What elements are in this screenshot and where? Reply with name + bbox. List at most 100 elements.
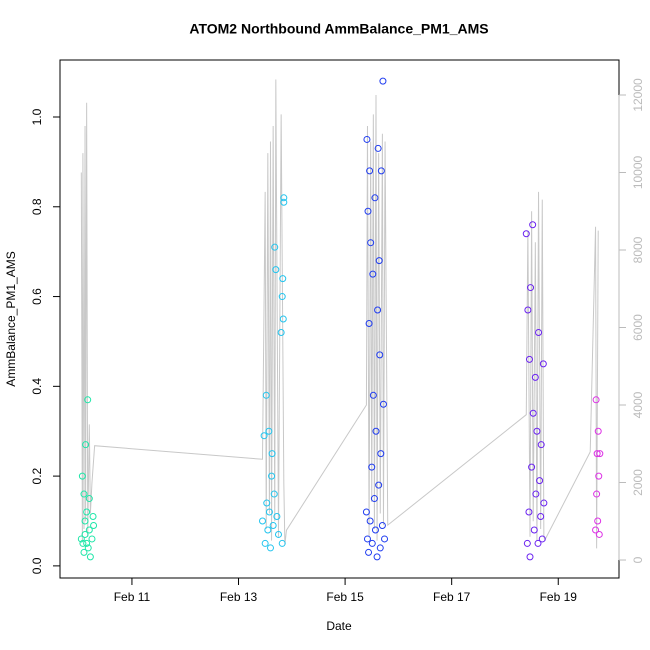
point (258, 517, 266, 525)
point (526, 553, 534, 561)
point (594, 427, 602, 435)
point (264, 526, 272, 534)
point (375, 481, 383, 489)
y-tick-label: 0.8 (30, 198, 44, 215)
point (81, 530, 89, 538)
point (268, 472, 276, 480)
chart-title: ATOM2 Northbound AmmBalance_PM1_AMS (189, 21, 488, 37)
point (366, 167, 374, 175)
y2-tick-label: 8000 (631, 236, 645, 263)
point (368, 463, 376, 471)
point (277, 328, 285, 336)
y-tick-label: 1.0 (30, 108, 44, 125)
point (371, 194, 379, 202)
point (263, 499, 271, 507)
point (272, 266, 280, 274)
point (280, 198, 288, 206)
y2-tick-label: 6000 (631, 314, 645, 341)
x-axis-label: Date (326, 619, 352, 633)
point (364, 207, 372, 215)
x-tick-label: Feb 19 (540, 590, 578, 604)
point (594, 517, 602, 525)
point (540, 499, 548, 507)
point (363, 535, 371, 543)
point (376, 544, 384, 552)
point (532, 490, 540, 498)
point (592, 396, 600, 404)
point (374, 144, 382, 152)
point (81, 517, 89, 525)
point (373, 553, 381, 561)
point (378, 521, 386, 529)
point (592, 526, 600, 534)
point (595, 530, 603, 538)
point (379, 400, 387, 408)
point (83, 539, 91, 547)
point (537, 441, 545, 449)
point (88, 535, 96, 543)
point (375, 257, 383, 265)
x-tick-label: Feb 15 (326, 590, 364, 604)
y-axis-label: AmmBalance_PM1_AMS (4, 251, 18, 386)
point (369, 391, 377, 399)
point (262, 391, 270, 399)
point (260, 432, 268, 440)
x-tick-label: Feb 13 (220, 590, 258, 604)
point (82, 441, 90, 449)
point (363, 135, 371, 143)
x-tick-label: Feb 11 (114, 590, 151, 604)
point (84, 544, 92, 552)
point (596, 450, 604, 458)
point (268, 450, 276, 458)
point (368, 539, 376, 547)
y-tick-label: 0.4 (30, 378, 44, 395)
point (362, 508, 370, 516)
y2-tick-label: 0 (631, 556, 645, 563)
point (523, 539, 531, 547)
point (524, 306, 532, 314)
point (77, 535, 85, 543)
point (530, 526, 538, 534)
point (525, 508, 533, 516)
point (537, 513, 545, 521)
point (533, 427, 541, 435)
point (528, 463, 536, 471)
point (274, 530, 282, 538)
point (265, 427, 273, 435)
point (522, 230, 530, 238)
point (529, 221, 537, 229)
point (280, 194, 288, 202)
y-tick-label: 0.2 (30, 467, 44, 484)
point (270, 490, 278, 498)
point (79, 539, 87, 547)
point (269, 521, 277, 529)
point (376, 351, 384, 359)
point (381, 535, 389, 543)
point (529, 409, 537, 417)
point (370, 495, 378, 503)
x-tick-label: Feb 17 (433, 590, 471, 604)
line (80, 79, 599, 549)
point (278, 293, 286, 301)
point (365, 548, 373, 556)
point (273, 513, 281, 521)
point (525, 355, 533, 363)
y2-tick-label: 10000 (631, 155, 645, 189)
point (80, 548, 88, 556)
point (535, 328, 543, 336)
point (261, 539, 269, 547)
point (531, 373, 539, 381)
point (366, 517, 374, 525)
point (593, 490, 601, 498)
point (78, 472, 86, 480)
point (593, 450, 601, 458)
y2-tick-label: 4000 (631, 391, 645, 418)
point (536, 477, 544, 485)
point (538, 535, 546, 543)
point (377, 167, 385, 175)
point (278, 539, 286, 547)
point (595, 472, 603, 480)
point (527, 284, 535, 292)
point (279, 315, 287, 323)
